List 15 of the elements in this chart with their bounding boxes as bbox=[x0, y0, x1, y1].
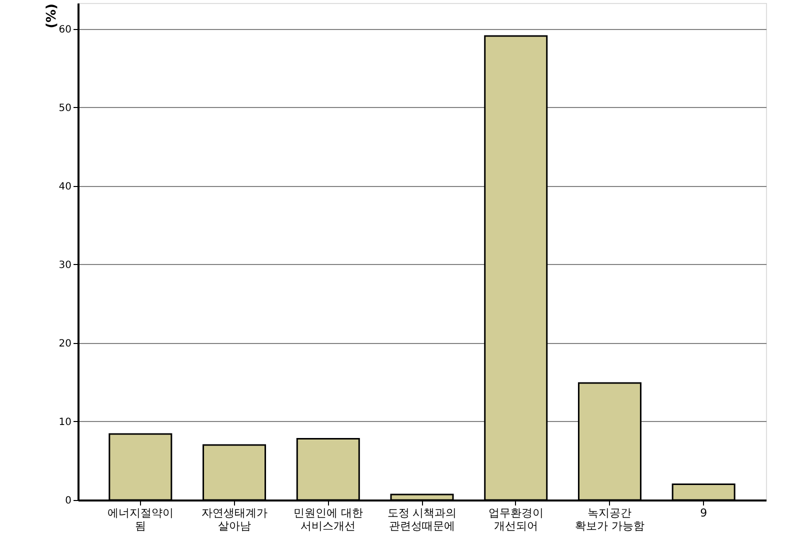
y-axis-title: (%) bbox=[44, 4, 60, 28]
y-tick-label: 40 bbox=[58, 181, 72, 192]
x-tick-label: 도정 시책과의 관련성때문에 bbox=[387, 506, 457, 532]
x-tick-label: 녹지공간 확보가 가능함 bbox=[574, 506, 644, 532]
y-tick-label: 20 bbox=[58, 338, 72, 350]
x-tick-label: 업무환경이 개선되어 bbox=[488, 506, 544, 532]
x-tick-label: 9 bbox=[700, 506, 708, 520]
y-tick-label: 50 bbox=[58, 102, 72, 114]
x-tick-label: 자연생태계가 살아남 bbox=[201, 506, 268, 532]
x-tick-label: 에너지절약이 됨 bbox=[107, 506, 174, 532]
y-tick-label: 10 bbox=[58, 416, 72, 428]
y-tick-label: 60 bbox=[58, 24, 72, 36]
y-tick-label: 30 bbox=[58, 260, 72, 271]
x-tick-label: 민원인에 대한 서비스개선 bbox=[293, 506, 363, 532]
y-tick-label: 0 bbox=[65, 496, 72, 506]
